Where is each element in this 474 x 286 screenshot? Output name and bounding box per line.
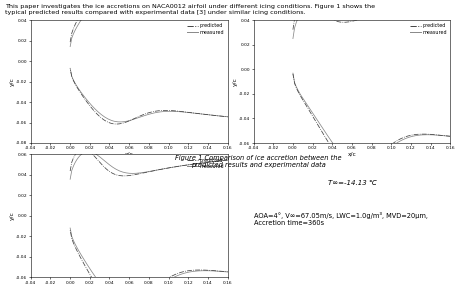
X-axis label: x/c: x/c	[125, 152, 134, 157]
Legend: predicted, measured: predicted, measured	[186, 22, 225, 36]
Text: T∞=-14.13 ℃: T∞=-14.13 ℃	[328, 180, 376, 186]
Legend: predicted, measured: predicted, measured	[186, 157, 225, 170]
Y-axis label: y/c: y/c	[232, 77, 237, 86]
Text: Figure 1 Comparison of ice accretion between the
predicted results and experimen: Figure 1 Comparison of ice accretion bet…	[175, 154, 342, 168]
Text: T∞=-6.1 ℃: T∞=-6.1 ℃	[109, 180, 149, 186]
Text: AOA=4°, V∞=67.05m/s, LWC=1.0g/m³, MVD=20μm,
Accretion time=360s: AOA=4°, V∞=67.05m/s, LWC=1.0g/m³, MVD=20…	[254, 212, 428, 226]
Text: This paper investigates the ice accretions on NACA0012 airfoil under different i: This paper investigates the ice accretio…	[5, 4, 375, 15]
Y-axis label: y/c: y/c	[9, 212, 15, 220]
Y-axis label: y/c: y/c	[9, 77, 15, 86]
X-axis label: x/c: x/c	[347, 152, 356, 157]
Legend: predicted, measured: predicted, measured	[409, 22, 448, 36]
